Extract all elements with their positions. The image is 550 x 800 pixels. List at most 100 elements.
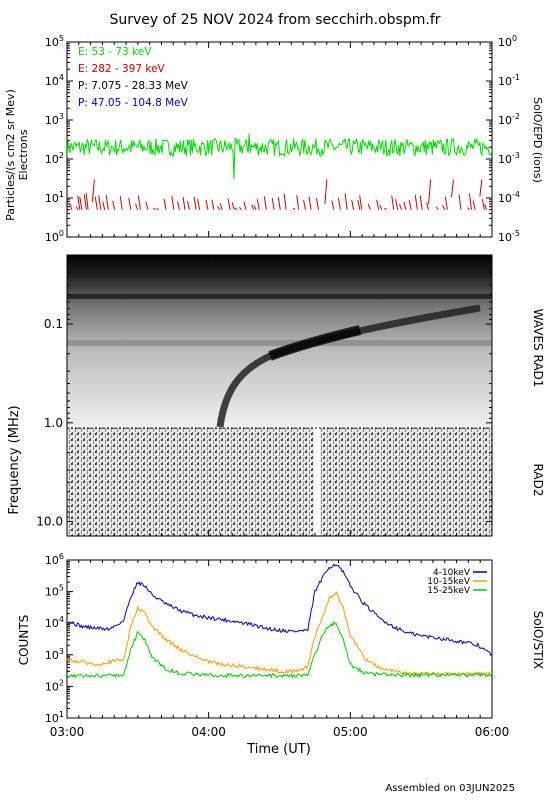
electron-high-segment [484,204,488,210]
electron-high-segment [277,197,281,210]
electron-high-segment [112,200,116,210]
x-tick-label: 03:00 [50,725,85,739]
particles-legend-entry: E: 282 - 397 keV [78,63,166,75]
electron-high-segment [403,201,407,210]
electron-high-segment [79,196,83,210]
electron-high-segment [324,179,328,204]
electron-high-segment [219,203,223,210]
electron-high-segment [182,196,186,210]
electron-high-segment [296,195,300,210]
x-tick-label: 04:00 [191,725,226,739]
x-axis-label: Time (UT) [246,742,311,757]
particles-y-label: Particles/(s cm2 sr Mev) [4,89,17,221]
stix-y-tick-label: 103 [45,647,64,662]
electron-high-segment [156,207,159,211]
stix-legend-entry: 4-10keV [433,568,471,578]
series-electrons-53-73kev [67,133,492,180]
x-tick-label: 06:00 [475,725,510,739]
electron-high-segment [458,194,462,210]
electron-high-segment [435,206,439,211]
particles-y-tick-right-label: 100 [498,34,517,49]
electron-high-segment [128,197,132,210]
radio-y-label: Frequency (MHz) [7,405,22,514]
particles-y-ticks: 100 101 102 103 104 105 [45,34,73,244]
stix-legend-entry: 10-15keV [427,577,471,587]
electron-high-segment [337,198,341,210]
electron-high-segment [135,203,139,210]
electron-high-segment [331,200,335,210]
electron-high-segment [193,196,197,210]
electron-high-segment [308,196,312,210]
electron-high-segment [137,195,141,210]
electron-high-segment [357,199,361,210]
rad1-band-mid [67,340,492,346]
series-10-15kev [67,590,492,677]
x-tick-label: 05:00 [333,725,368,739]
stix-y-tick-label: 106 [45,552,64,567]
electron-high-segment [391,195,395,210]
particles-y-tick-right-label: 10-4 [498,190,520,205]
electron-high-segment [426,202,429,210]
series-4-10kev [67,563,492,656]
electron-high-segment [351,199,355,210]
electron-high-segment [379,204,383,210]
electron-high-segment [344,193,348,210]
electron-high-segment [283,193,287,210]
electron-high-segment [197,199,201,210]
particles-y-tick-label: 103 [45,112,64,127]
radio-panel: 0.1 1.0 10.0 Frequency (MHz) WAVES RAD1 RA… [7,254,545,537]
electron-high-segment [399,204,403,210]
electron-high-segment [479,179,483,197]
electron-high-segment [395,199,399,210]
electron-high-segment [376,199,380,210]
electron-high-segment [315,197,319,210]
particles-y-tick-right-label: 10-2 [498,112,520,127]
radio-y-tick-label: 1.0 [44,416,63,430]
rad2-data-gap [314,428,320,536]
electron-high-segment [251,204,255,210]
stix-y-tick-label: 102 [45,678,64,693]
particles-y-label-electrons: Electrons [17,129,30,180]
electron-high-segment [234,207,238,211]
electron-high-segment [442,205,446,210]
footer-assembled: Assembled on 03JUN2025 [385,783,515,794]
particles-right-label: SolO/EPD (ions) [531,97,544,183]
particles-y-tick-label: 104 [45,73,64,88]
electron-high-segment [419,195,423,210]
particles-y-tick-right-label: 10-3 [498,151,520,166]
particles-legend: E: 53 - 73 keV E: 282 - 397 keV P: 7.075 -… [78,46,189,109]
particles-legend-entry: P: 7.075 - 28.33 MeV [78,80,189,92]
series-15-25kev [67,620,492,679]
electron-high-segment [105,194,109,210]
stix-legend-entry: 15-25keV [427,586,471,596]
radio-x-ticks [66,255,493,536]
radio-right-label-rad1: WAVES RAD1 [531,309,545,388]
electron-high-segment [428,179,432,205]
electron-high-segment [444,196,448,210]
electron-high-segment [243,201,247,210]
figure-title: Survey of 25 NOV 2024 from secchirh.obsp… [109,12,440,28]
electron-high-segment [75,206,79,211]
electron-high-segment [217,205,221,210]
rad2-spectrum [67,428,492,536]
particles-legend-entry: E: 53 - 73 keV [78,46,152,58]
electron-high-segment [414,194,418,210]
type-iii-burst-head [268,325,362,361]
stix-right-label: SolO/STIX [531,611,545,670]
electron-high-segment [292,207,296,211]
radio-y-ticks: 0.1 1.0 10.0 [36,271,492,529]
electron-high-segment [359,195,363,210]
particles-legend-entry: P: 47.05 - 104.8 MeV [78,97,189,109]
electron-high-segment [163,198,167,210]
particles-y-tick-label: 101 [45,190,64,205]
electron-high-segment [153,207,156,211]
rad1-band-dark [67,294,492,299]
radio-y-tick-label: 10.0 [36,515,63,529]
electron-high-segment [98,195,102,210]
electron-high-segment [239,206,242,211]
electron-high-segment [177,201,180,210]
